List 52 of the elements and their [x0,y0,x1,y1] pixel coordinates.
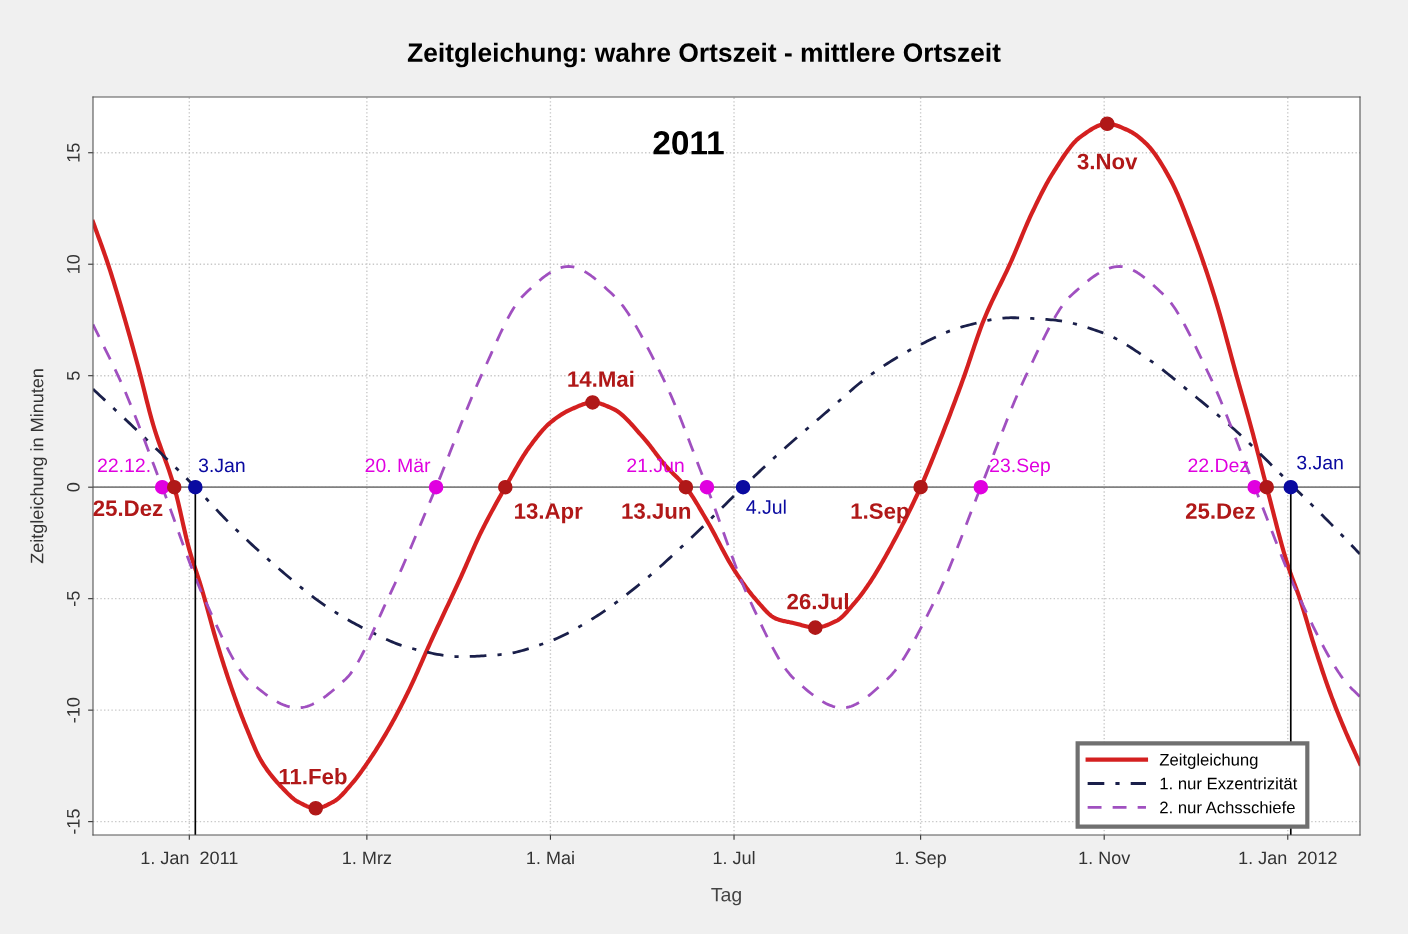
point [1099,116,1115,132]
point [308,800,323,816]
annotation: 26.Jul [787,593,848,610]
x-tick-label: 1. Jul [713,850,755,865]
y-tick-label: 5 [67,371,80,380]
annotation: 20. Mär [365,458,431,473]
point [678,479,694,495]
y-axis-title: Zeitgleichung in Minuten [30,369,47,564]
annotation: 3.Jan [198,458,245,473]
annotation: 11.Feb [279,768,347,785]
y-tick-label: -15 [67,809,80,834]
annotation: 13.Jun [622,503,691,519]
x-tick-label: 1. Mrz [343,851,392,865]
point [166,479,182,495]
y-tick-label: -5 [67,591,80,606]
x-tick-label: 1. Jan 2012 [1239,851,1337,865]
point [913,479,928,495]
point [735,479,751,495]
point [428,479,444,495]
chart-title: Zeitgleichung: wahre Ortszeit - mittlere Ortszeit [407,42,1001,68]
point [973,479,989,495]
annotation: 22.12. [98,458,150,473]
x-tick-label: 1. Mai [527,850,574,865]
legend-label: 2. nur Achsschiefe [1160,801,1295,814]
point [1259,479,1274,495]
point [1247,479,1262,495]
point [807,620,823,635]
point [1283,479,1299,495]
annotation: 3.Nov [1077,153,1138,170]
point [188,479,203,495]
y-tick-label: 10 [66,254,80,273]
point [699,479,715,495]
y-tick-label: 15 [67,143,80,162]
x-tick-label: 1. Sep [895,851,946,868]
legend-label: 1. nur Exzentrizität [1160,777,1298,790]
point [498,479,513,495]
annotation: 2011 [653,131,724,155]
x-axis-title: Tag [711,887,741,906]
annotation: 25.Dez [93,500,163,517]
point [585,395,600,410]
x-tick-label: 1. Nov [1079,851,1131,865]
annotation: 14.Mai [568,370,634,387]
annotation: 23.Sep [990,458,1050,477]
y-tick-label: 0 [66,482,80,492]
x-tick-label: 1. Jan 2011 [141,851,238,865]
legend-label: Zeitgleichung [1159,753,1258,769]
annotation: 25.Dez [1185,503,1255,519]
point [154,479,170,495]
annotation: 4.Jul [746,499,786,514]
annotation: 13.Apr [515,503,583,524]
annotation: 3.Jan [1297,455,1343,470]
y-tick-label: -10 [66,697,80,723]
